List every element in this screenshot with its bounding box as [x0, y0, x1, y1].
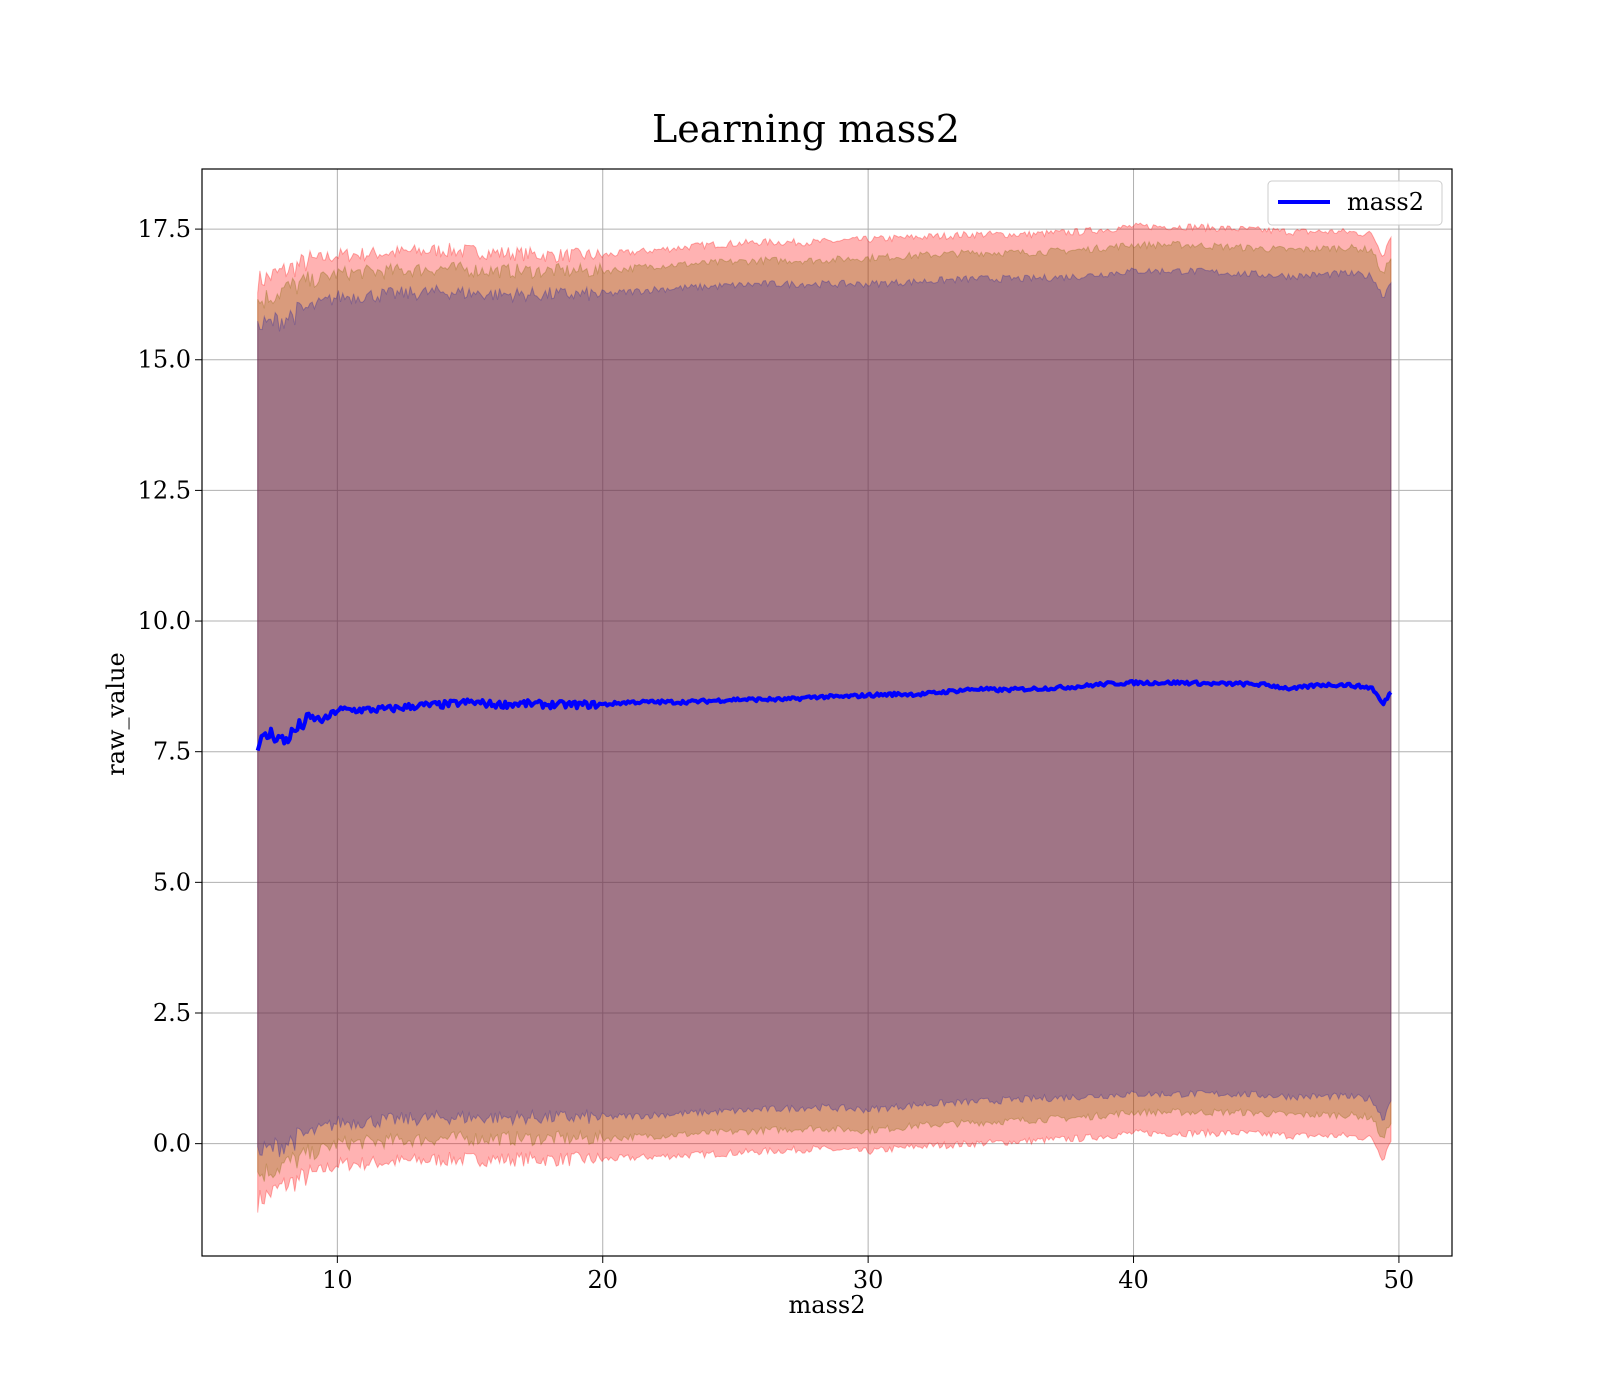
grid: [202, 169, 1452, 1256]
y-tick-label: 5.0: [153, 868, 191, 896]
y-tick-label: 0.0: [153, 1130, 191, 1158]
plot-area-frame: [201, 168, 1453, 1257]
x-tick-label: 50: [1384, 1266, 1415, 1294]
legend-label: mass2: [1347, 188, 1424, 216]
series-lines: [255, 679, 1393, 752]
x-axis-ticks: 10 20 30 40 50: [322, 1256, 1414, 1294]
series-line-0: [255, 679, 1393, 752]
confidence-bands: [257, 222, 1392, 1213]
y-axis-label: raw_value: [102, 652, 130, 776]
legend: mass2: [1267, 180, 1443, 226]
x-tick-label: 10: [322, 1266, 353, 1294]
x-tick-label: 40: [1118, 1266, 1149, 1294]
y-tick-label: 10.0: [138, 607, 191, 635]
confidence-band-1: [257, 240, 1392, 1182]
x-tick-label: 30: [853, 1266, 884, 1294]
y-tick-label: 12.5: [138, 476, 191, 504]
legend-box: [1267, 180, 1443, 226]
confidence-band-0: [257, 222, 1392, 1213]
y-tick-label: 2.5: [153, 999, 191, 1027]
y-tick-label: 7.5: [153, 738, 191, 766]
y-tick-label: 15.0: [138, 346, 191, 374]
y-axis-ticks: 0.0 2.5 5.0 7.5 10.0 12.5 15.0 17.5: [138, 215, 202, 1158]
x-tick-label: 20: [587, 1266, 618, 1294]
y-tick-label: 17.5: [138, 215, 191, 243]
x-axis-label: mass2: [789, 1291, 866, 1319]
confidence-band-2: [257, 267, 1392, 1158]
chart-title: Learning mass2: [652, 107, 960, 151]
